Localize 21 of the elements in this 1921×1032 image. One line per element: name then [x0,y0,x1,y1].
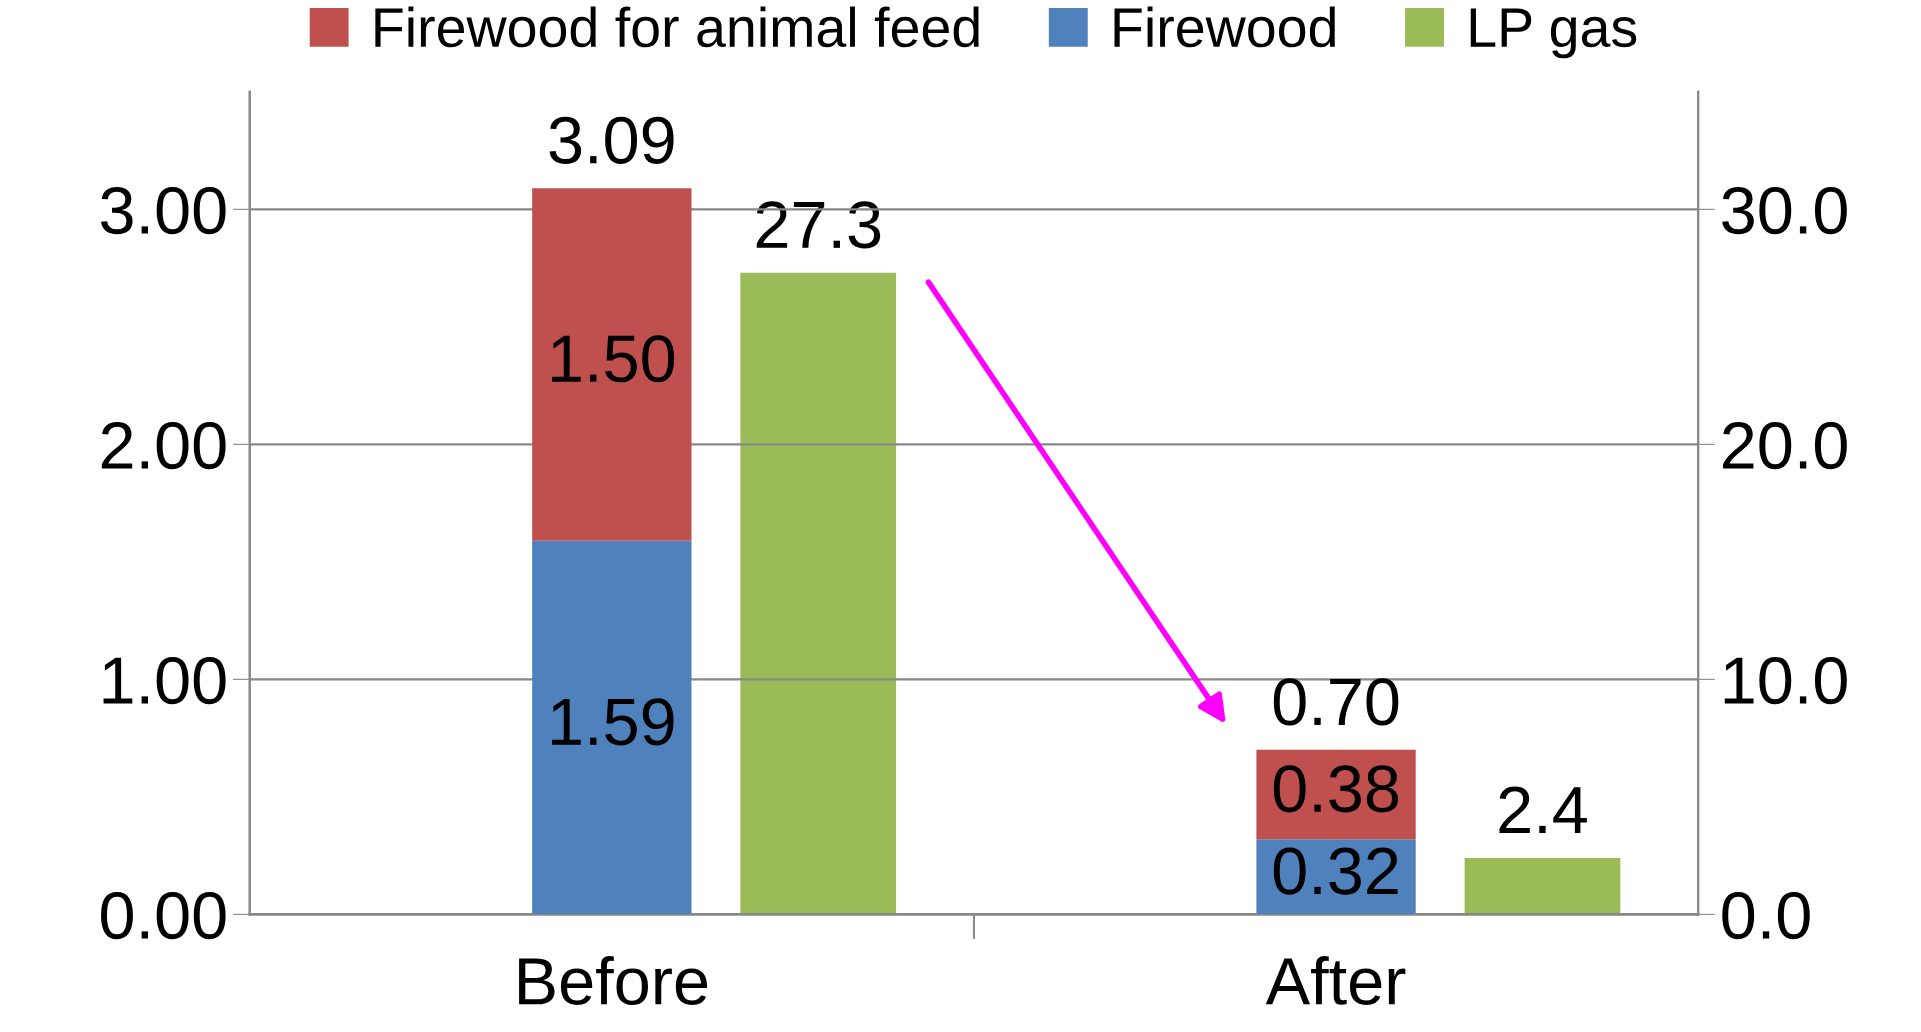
total-label: 0.70 [1273,678,1399,726]
legend-label: Firewood [1114,6,1335,48]
data-label: 1.59 [552,698,674,746]
y2-tick-label: 30.0 [1722,186,1847,235]
data-label: 27.3 [756,201,881,249]
data-label: 1.50 [552,335,675,383]
x-tick-label: Before [519,956,708,1005]
legend-label: LP gas [1470,8,1637,59]
data-label: 0.32 [1273,847,1398,895]
legend-label: Firewood for animal feed [375,6,979,48]
y2-tick-label: 20.0 [1723,421,1847,470]
y2-tick-label: 0.0 [1722,891,1810,940]
data-label: 0.38 [1273,765,1399,813]
y-tick-label: 2.00 [101,421,226,470]
y2-tick-label: 10.0 [1724,656,1847,705]
y-tick-label: 3.00 [101,186,226,235]
y-tick-label: 1.00 [103,656,226,705]
x-tick-label: After [1265,956,1406,1005]
y-tick-label: 0.00 [101,891,226,940]
data-label: 2.4 [1499,786,1587,834]
total-label: 3.09 [549,116,674,164]
